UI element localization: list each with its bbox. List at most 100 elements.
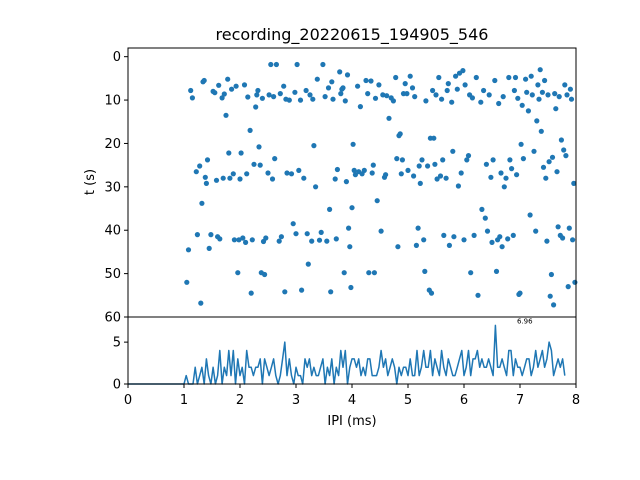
spike-point [351, 167, 357, 173]
spike-point [282, 289, 288, 295]
spike-point [325, 85, 332, 91]
spike-point [483, 161, 489, 167]
spike-point [293, 231, 299, 237]
spike-point [248, 290, 254, 296]
spike-point [237, 176, 243, 182]
spike-point [423, 98, 429, 104]
spike-point [534, 118, 540, 124]
spike-point [265, 170, 271, 176]
spike-point [540, 164, 547, 170]
spike-point [290, 221, 296, 227]
spike-point [451, 234, 457, 240]
ipi-count-line [128, 324, 566, 385]
spike-point [551, 302, 557, 308]
spike-point [416, 163, 422, 169]
spike-point [515, 95, 521, 101]
spike-point [199, 200, 205, 206]
spike-point [296, 167, 302, 173]
spike-point [441, 232, 447, 238]
spike-point [184, 279, 190, 285]
spike-point [496, 100, 502, 107]
spike-point [324, 238, 330, 244]
spike-point [417, 180, 423, 186]
spike-point [255, 87, 261, 94]
spike-raster-plot: 0 10 20 30 40 50 60 t (s) [83, 47, 578, 326]
spike-point [558, 137, 565, 143]
histogram-x-tick-label: 1 [180, 393, 188, 408]
spike-point [553, 106, 559, 112]
spike-point [338, 91, 344, 97]
chart-title: recording_20220615_194905_546 [216, 25, 489, 45]
spike-point [492, 77, 498, 84]
spike-point [478, 99, 484, 105]
spike-point [440, 157, 446, 163]
spike-point [473, 74, 479, 81]
spike-point [437, 173, 444, 179]
spike-point [537, 67, 543, 73]
spike-point [543, 175, 549, 181]
spike-point [453, 73, 459, 79]
spike-point [436, 74, 442, 81]
spike-point [564, 92, 570, 98]
spike-point [514, 172, 520, 178]
spike-point [434, 176, 440, 182]
spike-point [525, 108, 532, 114]
spike-point [314, 76, 320, 82]
spike-point [303, 87, 309, 94]
spike-point [533, 228, 539, 234]
spike-point [505, 236, 511, 242]
spike-point [556, 94, 562, 100]
spike-point [284, 170, 290, 176]
histogram-y-tick-label: 0 [113, 378, 121, 393]
spike-point [565, 284, 571, 290]
spike-point [433, 92, 439, 98]
spike-point [371, 270, 377, 276]
spike-point [236, 237, 242, 243]
spike-point [398, 171, 404, 177]
raster-y-tick-label: 20 [104, 137, 121, 152]
spike-point [304, 231, 310, 237]
spike-point [572, 279, 578, 285]
spike-point [536, 96, 542, 102]
spike-point [256, 144, 262, 150]
spike-point [343, 179, 349, 185]
spike-point [394, 156, 400, 162]
spike-point [316, 237, 323, 243]
spike-point [475, 292, 481, 298]
spike-points [184, 61, 578, 308]
spike-point [202, 174, 208, 180]
spike-point [350, 141, 356, 147]
spike-point [213, 177, 220, 183]
histogram-x-tick-label: 5 [404, 393, 412, 408]
spike-point [445, 81, 451, 87]
spike-point [269, 176, 276, 182]
spike-point [225, 76, 231, 82]
spike-point [322, 94, 328, 100]
spike-point [263, 235, 269, 241]
spike-point [549, 154, 556, 160]
spike-point [413, 242, 419, 248]
spike-point [344, 72, 351, 78]
spike-point [198, 300, 204, 306]
spike-point [277, 91, 283, 97]
spike-point [243, 239, 249, 245]
spike-point [271, 94, 277, 100]
spike-point [288, 171, 295, 177]
spike-point [561, 147, 567, 153]
spike-point [500, 94, 506, 100]
raster-y-ticks: 0 10 20 30 40 50 60 [104, 50, 128, 326]
spike-point [278, 234, 284, 240]
spike-point [407, 73, 413, 79]
spike-point [310, 96, 316, 102]
spike-point [567, 86, 574, 92]
spike-point [455, 183, 461, 189]
spike-point [329, 79, 335, 85]
spike-point [511, 87, 517, 94]
spike-point [560, 235, 566, 241]
spike-point [281, 83, 287, 89]
spike-point [461, 237, 467, 243]
raster-y-tick-label: 60 [104, 311, 121, 326]
spike-point [482, 215, 488, 221]
spike-point [481, 87, 487, 94]
